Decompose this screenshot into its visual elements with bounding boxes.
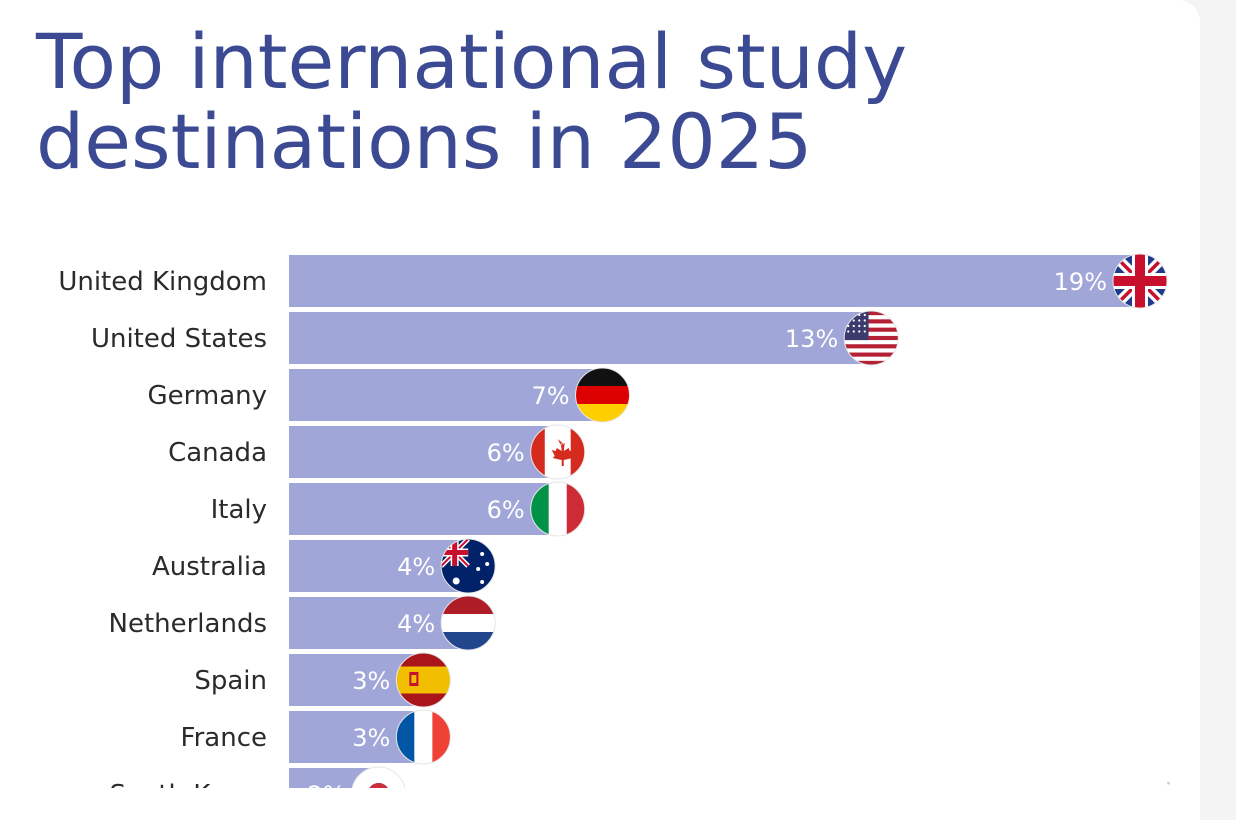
category-label: France — [181, 723, 267, 753]
value-label: 3% — [352, 724, 390, 752]
bar — [289, 312, 872, 364]
value-label: 3% — [352, 667, 390, 695]
watermark: · — [1165, 772, 1172, 797]
spain-flag-icon — [396, 653, 451, 707]
category-label: South Korea — [109, 780, 267, 788]
category-label: Germany — [147, 381, 267, 411]
bar-row: France 3% — [181, 709, 451, 765]
australia-flag-icon — [441, 539, 496, 593]
uk-flag-icon — [1113, 254, 1167, 308]
us-flag-icon — [844, 311, 899, 365]
bar-row: United Kingdom 19% — [58, 253, 1168, 309]
bar-row: Germany 7% — [147, 367, 631, 423]
bar-row: Australia 4% — [152, 538, 496, 594]
value-label: 7% — [531, 382, 569, 410]
bar — [289, 483, 558, 535]
bar-row: Italy 6% — [211, 481, 586, 537]
bar-row: United States 13% — [91, 310, 899, 366]
bar — [289, 426, 558, 478]
category-label: United States — [91, 324, 267, 354]
bar — [289, 540, 469, 592]
category-label: Australia — [152, 552, 267, 582]
chart-card: Top international study destinations in … — [0, 0, 1200, 820]
category-label: Canada — [168, 438, 267, 468]
value-label: 19% — [1054, 268, 1107, 296]
bar-row: South Korea 2% — [109, 766, 406, 788]
chart-title: Top international study destinations in … — [36, 22, 1136, 182]
value-label: 13% — [785, 325, 838, 353]
bar-row: Netherlands 4% — [109, 595, 496, 651]
bar-chart: United Kingdom 19% United States 13% Germany… — [58, 253, 1168, 788]
value-label: 4% — [397, 610, 435, 638]
netherlands-flag-icon — [441, 596, 496, 650]
bar-row: Canada 6% — [168, 424, 586, 480]
category-label: Netherlands — [109, 609, 268, 639]
bar-row: Spain 3% — [194, 652, 451, 708]
category-label: Spain — [194, 666, 267, 696]
value-label: 6% — [487, 496, 525, 524]
bar — [289, 597, 469, 649]
bar — [289, 255, 1140, 307]
germany-flag-icon — [575, 368, 630, 422]
south-korea-flag-icon — [351, 767, 406, 788]
bar — [289, 369, 603, 421]
category-label: Italy — [211, 495, 267, 525]
value-label: 2% — [308, 781, 346, 788]
category-label: United Kingdom — [58, 267, 267, 297]
france-flag-icon — [396, 710, 451, 764]
value-label: 4% — [397, 553, 435, 581]
chart-title-line-1: Top international study — [36, 17, 908, 106]
bars-layer: United Kingdom 19% United States 13% Germany… — [58, 253, 1168, 788]
value-label: 6% — [487, 439, 525, 467]
italy-flag-icon — [530, 482, 585, 536]
chart-title-line-2: destinations in 2025 — [36, 97, 813, 186]
